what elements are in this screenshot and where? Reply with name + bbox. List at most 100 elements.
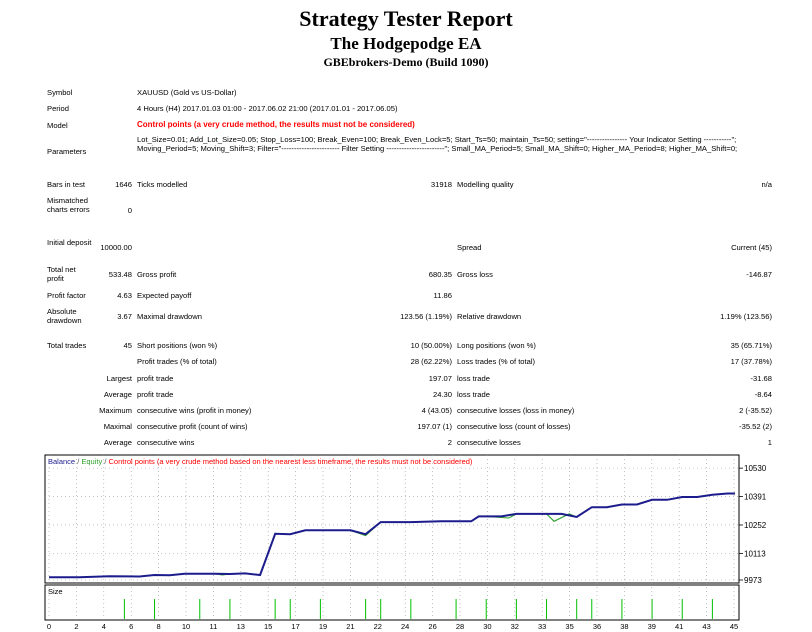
legend-equity: Equity [81,457,102,466]
payoff-label: Expected payoff [137,291,192,300]
x-tick-label: 13 [237,622,245,631]
expert-name: The Hodgepodge EA [330,34,482,53]
ptrades-value: 28 (62.22%) [410,357,452,366]
ticks-label: Ticks modelled [137,180,188,189]
deposit-label: Initial deposit [47,238,92,247]
mxl-cl-value: -35.52 (2) [739,422,772,431]
x-tick-label: 4 [102,622,106,631]
symbol-value: XAUUSD (Gold vs US-Dollar) [137,88,237,97]
x-tick-label: 19 [319,622,327,631]
maximum-label: Maximum [99,406,132,415]
x-tick-label: 0 [47,622,51,631]
x-tick-label: 10 [182,622,190,631]
model-label: Model [47,121,68,130]
grossprofit-label: Gross profit [137,270,177,279]
x-tick-label: 21 [346,622,354,631]
x-tick-label: 43 [702,622,710,631]
max-cl-value: 2 (-35.52) [739,406,772,415]
size-bars [123,599,713,619]
x-tick-label: 30 [483,622,491,631]
average-pt-label: profit trade [137,390,174,399]
average-lt-label: loss trade [457,390,490,399]
x-tick-label: 36 [593,622,601,631]
chart-lines [49,492,735,579]
avg-cl-value: 1 [767,438,772,447]
x-tick-label: 17 [291,622,299,631]
maximal-label: Maximal [103,422,132,431]
x-tick-label: 45 [730,622,738,631]
grossprofit-value: 680.35 [428,270,452,279]
x-tick-label: 26 [428,622,436,631]
payoff-value: 11.86 [433,291,452,300]
long-label: Long positions (won %) [457,341,536,350]
max-cw-value: 4 (43.05) [421,406,452,415]
average-lt-value: -8.64 [754,390,772,399]
legend-control: Control points (a very crude method base… [109,457,473,466]
deposit-value: 10000.00 [100,243,132,252]
ltrades-value: 17 (37.78%) [730,357,772,366]
trades-label: Total trades [47,341,87,350]
x-axis-ticks: 0 2 4 6 8 10 11 13 15 17 19 21 22 24 26 28 30 32 33 35 36 38 3… [47,622,738,631]
size-frame [44,584,740,621]
absdd-label: Absolute drawdown [47,307,82,325]
long-value: 35 (65.71%) [730,341,772,350]
short-label: Short positions (won %) [137,341,218,350]
spread-label: Spread [457,243,482,252]
chart-frame [44,454,740,584]
netprofit-value: 533.48 [108,270,132,279]
largest-label: Largest [106,374,132,383]
bars-label: Bars in test [47,180,85,189]
balance-line [49,492,735,579]
ticks-value: 31918 [430,180,452,189]
avg-cw-value: 2 [447,438,452,447]
quality-value: n/a [761,180,772,189]
quality-label: Modelling quality [457,180,514,189]
y-tick-label: 10252 [744,521,767,530]
x-tick-label: 15 [264,622,272,631]
average-pt-value: 24.30 [432,390,452,399]
x-tick-label: 35 [565,622,573,631]
ptrades-label: Profit trades (% of total) [137,357,217,366]
max-cw-label: consecutive wins (profit in money) [137,406,252,415]
period-label: Period [47,104,69,113]
netprofit-label: Total net profit [47,265,76,283]
avg-cw-label: consecutive wins [137,438,195,447]
grossloss-label: Gross loss [457,270,493,279]
largest-lt-value: -31.68 [750,374,772,383]
mismatch-value: 0 [127,206,132,215]
legend-sep-1: / [75,457,81,466]
chart-legend: Balance / Equity / Control points (a ver… [48,457,473,466]
trades-value: 45 [123,341,132,350]
x-tick-label: 32 [511,622,519,631]
parameters-value: Lot_Size=0.01; Add_Lot_Size=0.05; Stop_L… [137,135,738,153]
reldd-label: Relative drawdown [457,312,522,321]
report-title: Strategy Tester Report [299,6,513,31]
grossloss-value: -146.87 [746,270,772,279]
largest-lt-label: loss trade [457,374,490,383]
absdd-value: 3.67 [117,312,132,321]
x-tick-label: 33 [538,622,546,631]
server-name: GBEbrokers-Demo (Build 1090) [323,55,489,69]
maxdd-value: 123.56 (1.19%) [400,312,452,321]
x-tick-label: 39 [648,622,656,631]
model-value: Control points (a very crude method, the… [137,120,415,129]
mxl-cl-label: consecutive loss (count of losses) [457,422,571,431]
mismatch-label: Mismatched charts errors [47,196,90,214]
period-value: 4 Hours (H4) 2017.01.03 01:00 - 2017.06.… [137,104,398,113]
average2-label: Average [103,438,132,447]
x-tick-label: 8 [157,622,161,631]
symbol-label: Symbol [47,88,73,97]
spread-value: Current (45) [731,243,772,252]
legend-balance: Balance [48,457,75,466]
x-tick-label: 22 [374,622,382,631]
x-tick-label: 38 [620,622,628,631]
size-label: Size [48,587,63,596]
parameters-label: Parameters [47,147,87,156]
y-tick-label: 10113 [744,549,766,558]
x-tick-label: 24 [401,622,409,631]
mxl-cp-label: consecutive profit (count of wins) [137,422,248,431]
ltrades-label: Loss trades (% of total) [457,357,536,366]
x-tick-label: 2 [74,622,78,631]
mxl-cp-value: 197.07 (1) [417,422,452,431]
